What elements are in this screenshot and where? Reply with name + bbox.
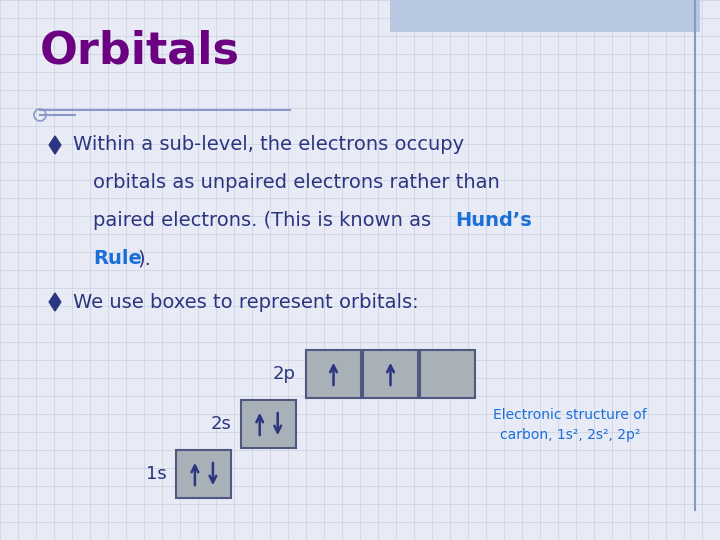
Text: 2p: 2p <box>273 365 296 383</box>
Bar <box>241 400 296 448</box>
Text: 2s: 2s <box>210 415 231 433</box>
Bar <box>176 450 231 498</box>
Text: We use boxes to represent orbitals:: We use boxes to represent orbitals: <box>73 293 418 312</box>
Polygon shape <box>49 136 61 154</box>
Bar <box>363 350 418 398</box>
Text: Within a sub-level, the electrons occupy: Within a sub-level, the electrons occupy <box>73 136 464 154</box>
Text: carbon, 1s², 2s², 2p²: carbon, 1s², 2s², 2p² <box>500 428 640 442</box>
Text: Orbitals: Orbitals <box>40 30 240 73</box>
Bar <box>390 0 700 32</box>
Text: ).: ). <box>137 249 151 268</box>
Bar <box>306 350 361 398</box>
Text: Rule: Rule <box>93 249 142 268</box>
Text: orbitals as unpaired electrons rather than: orbitals as unpaired electrons rather th… <box>93 173 500 192</box>
Bar <box>420 350 475 398</box>
Text: 1s: 1s <box>145 465 166 483</box>
Polygon shape <box>49 293 61 311</box>
Text: paired electrons. (This is known as: paired electrons. (This is known as <box>93 212 437 231</box>
Text: Hund’s: Hund’s <box>455 212 532 231</box>
Text: Electronic structure of: Electronic structure of <box>493 408 647 422</box>
